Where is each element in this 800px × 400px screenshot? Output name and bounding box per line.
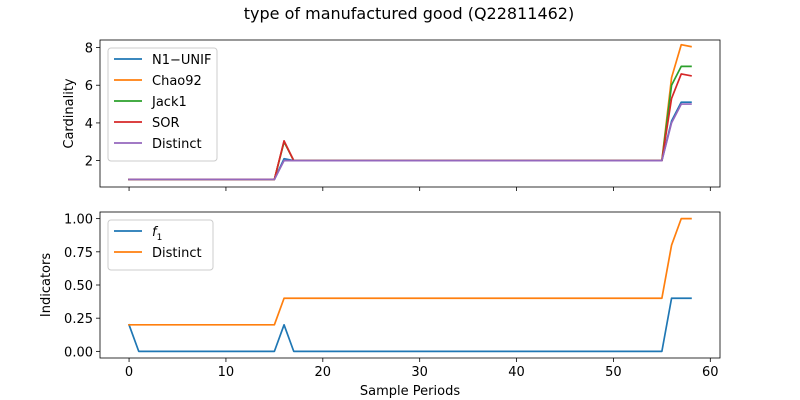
cardinality-ytick-label: 2 xyxy=(85,155,93,170)
indicators-series-distinct-line xyxy=(128,217,692,326)
cardinality-legend-label-distinct: Distinct xyxy=(152,137,202,152)
cardinality-legend-label-chao92: Chao92 xyxy=(152,74,202,89)
cardinality-ylabel: Cardinality xyxy=(62,78,77,149)
cardinality-subplot: 2 4 6 8 Cardinality N1−UNIF Chao92 Jack1 SOR Dist… xyxy=(62,39,721,191)
cardinality-series-distinct-line xyxy=(128,103,692,181)
indicators-xtick-label: 30 xyxy=(411,365,428,380)
indicators-series-f1-line xyxy=(127,297,692,353)
indicators-legend: f1 Distinct xyxy=(107,219,214,271)
cardinality-legend-box xyxy=(107,47,218,162)
indicators-xtick-label: 20 xyxy=(315,365,332,380)
cardinality-legend-label-jack1: Jack1 xyxy=(151,95,187,110)
indicators-legend-box xyxy=(107,219,214,271)
indicators-ytick-label: 0.50 xyxy=(64,279,93,294)
cardinality-legend-label-n1-unif: N1−UNIF xyxy=(152,53,211,68)
cardinality-legend: N1−UNIF Chao92 Jack1 SOR Distinct xyxy=(107,47,218,162)
indicators-xtick-label: 50 xyxy=(605,365,622,380)
cardinality-ytick-label: 4 xyxy=(85,117,93,132)
cardinality-ytick-label: 8 xyxy=(85,42,93,57)
indicators-ytick-label: 1.00 xyxy=(64,213,93,228)
indicators-xtick-label: 0 xyxy=(125,365,133,380)
indicators-xtick-label: 10 xyxy=(218,365,235,380)
cardinality-ytick-label: 6 xyxy=(85,79,93,94)
indicators-xtick-label: 60 xyxy=(702,365,719,380)
cardinality-axes-frame xyxy=(99,39,721,188)
indicators-ytick-label: 0.25 xyxy=(64,312,93,327)
indicators-ytick-label: 0.00 xyxy=(64,345,93,360)
indicators-legend-label-f1: f1 xyxy=(152,225,162,243)
indicators-xlabel: Sample Periods xyxy=(360,384,460,399)
indicators-legend-label-distinct: Distinct xyxy=(152,246,202,261)
indicators-xtick-label: 40 xyxy=(508,365,525,380)
indicators-ylabel: Indicators xyxy=(39,253,54,317)
cardinality-legend-label-sor: SOR xyxy=(152,116,180,131)
indicators-subplot: 0 10 20 30 40 50 60 0.00 0.25 0.50 0.75 1.00 Indicat… xyxy=(39,211,721,399)
indicators-ytick-label: 0.75 xyxy=(64,246,93,261)
chart-suptitle: type of manufactured good (Q22811462) xyxy=(244,4,574,23)
